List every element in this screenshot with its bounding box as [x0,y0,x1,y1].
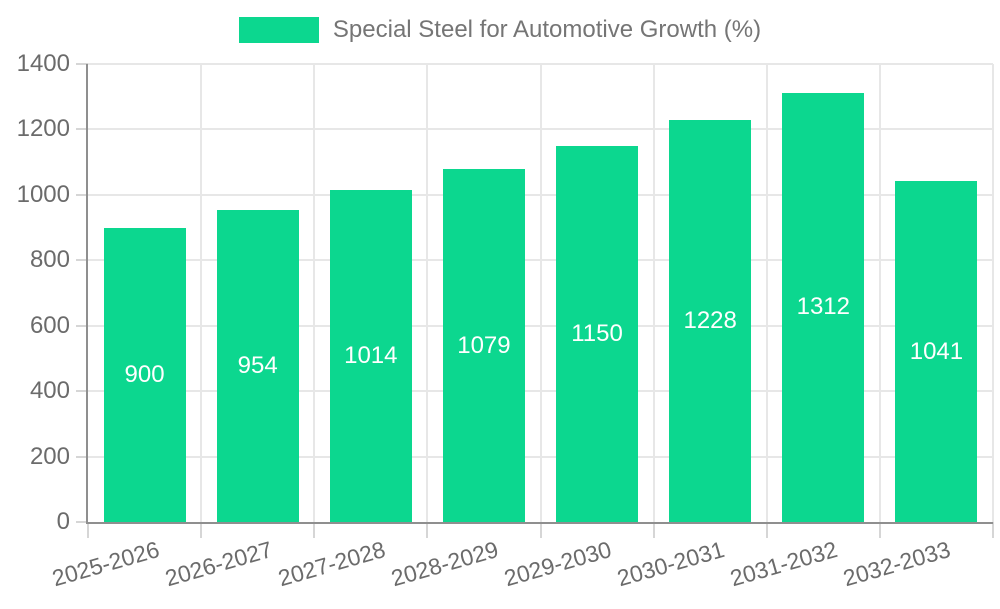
x-axis-line [86,522,993,524]
bar-value-label: 1228 [683,307,737,335]
v-gridline [652,64,655,522]
v-gridline [539,64,542,522]
bar-value-label: 954 [237,351,278,379]
y-tick [76,390,88,393]
y-tick [76,455,88,458]
bar[interactable]: 900 [103,227,186,522]
legend[interactable]: Special Steel for Automotive Growth (%) [0,16,1000,44]
bar[interactable]: 1079 [442,169,525,522]
y-axis-label: 1400 [16,50,70,77]
x-tick [992,522,994,538]
bar[interactable]: 1150 [556,145,639,522]
y-tick [76,521,88,523]
v-gridline [765,64,768,522]
x-tick [878,522,881,538]
legend-swatch [238,17,319,43]
bar[interactable]: 1228 [669,120,752,522]
x-tick [426,522,429,538]
v-gridline [992,64,994,522]
bar-value-label: 900 [124,360,165,388]
bar[interactable]: 1312 [782,92,865,522]
x-axis-labels: 2025-2026 2026-2027 2027-2028 2028-2029 2029… [49,522,993,600]
y-tick [76,128,88,131]
y-tick [76,193,88,196]
v-gridline [313,64,316,522]
bar[interactable]: 1014 [329,190,412,522]
y-axis-label: 600 [29,311,70,339]
x-tick [87,522,89,538]
y-tick [76,259,88,262]
legend-label: Special Steel for Automotive Growth (%) [332,16,762,43]
y-axis-label: 200 [29,442,70,470]
x-tick [539,522,542,538]
plot-area: 900 954 1014 1079 1150 1228 1312 1041 0 200 400 60… [17,50,994,591]
bar-value-label: 1150 [571,319,623,347]
x-tick [313,522,316,538]
v-gridline [200,64,203,522]
y-tick [76,63,88,65]
v-gridline [426,64,429,522]
v-gridline [878,64,881,522]
bar-value-label: 1312 [796,293,850,321]
bar[interactable]: 1041 [895,181,978,522]
y-axis-label: 800 [29,246,70,274]
bars-layer: 900 954 1014 1079 1150 1228 1312 1041 [88,64,993,522]
y-axis-label: 0 [56,508,70,535]
bar-value-label: 1079 [457,331,511,359]
x-tick [200,522,203,538]
bar-value-label: 1041 [909,337,964,365]
y-axis-label: 1000 [16,180,70,208]
y-tick [76,324,88,327]
x-tick [652,522,655,538]
y-axis-label: 400 [29,377,70,405]
bar-value-label: 1014 [344,342,398,370]
y-axis-label: 1200 [16,115,70,143]
bar[interactable]: 954 [216,209,299,522]
y-axis-line [86,64,88,524]
x-tick [765,522,768,538]
